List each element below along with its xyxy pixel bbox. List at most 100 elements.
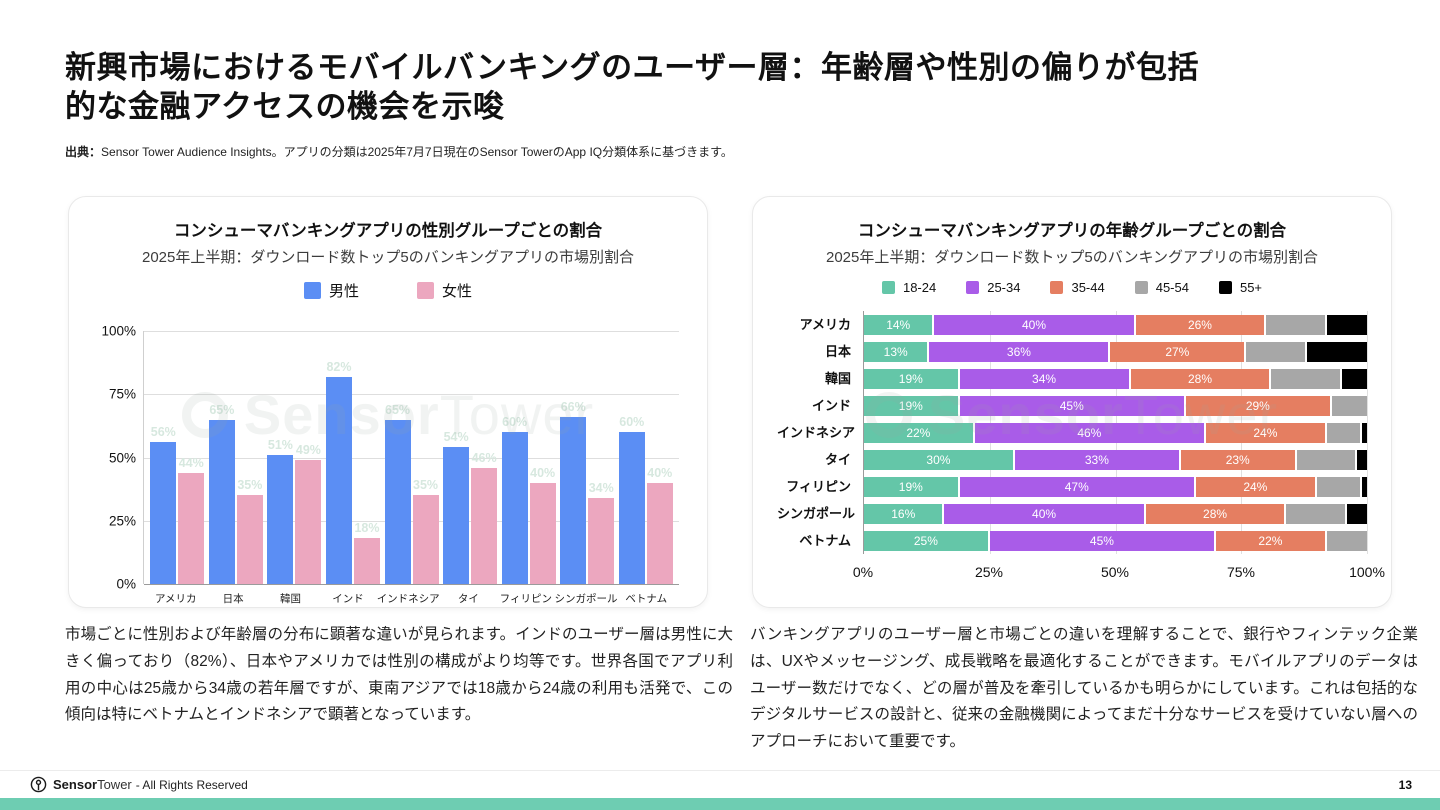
segment-value-label: 25% [913, 533, 938, 548]
footer-accent-bar [0, 798, 1440, 810]
segment-18-24: 13% [864, 341, 930, 362]
age-legend-swatch-icon [966, 281, 980, 294]
source-text: Sensor Tower Audience Insights。アプリの分類は20… [101, 145, 733, 159]
bar-group: 54% 46% [441, 331, 500, 584]
gender-chart-subtitle: 2025年上半期：ダウンロード数トップ5のバンキングアプリの市場別割合 [141, 249, 634, 266]
category-label: 日本 [824, 344, 851, 359]
male-bar: 60% [618, 415, 645, 584]
segment-value-label: 30% [926, 452, 951, 467]
stacked-bar-row: 30% 33% 23% [864, 446, 1367, 473]
stacked-bar-row: 19% 34% 28% [864, 365, 1367, 392]
female-bar: 34% [588, 481, 615, 584]
category-label: タイ [824, 452, 851, 467]
female-bar: 18% [353, 521, 380, 584]
x-axis-category-label: ベトナム [625, 593, 668, 605]
bar-group: 56% 44% [148, 331, 207, 584]
age-chart-plot: アメリカ 日本 韓国 インド インドネシア タイ フィリピン シンガポール ベトナム 14% 40… [777, 311, 1368, 554]
segment-value-label: 34% [1032, 371, 1057, 386]
age-chart-x-ticks: 0% 25% 50% 75% 100% [853, 564, 1385, 584]
y-axis-tick-label: 50% [108, 450, 136, 465]
gender-chart-card: SensorTower コンシューマバンキングアプリの性別グループごとの割合 2… [68, 196, 708, 608]
segment-35-44: 22% [1216, 530, 1327, 551]
gender-insight-text: 市場ごとに性別および年齢層の分布に顕著な違いが見られます。インドのユーザー層は男… [65, 626, 733, 724]
segment-55+ [1346, 503, 1367, 524]
bar-group: 66% 34% [558, 331, 617, 584]
age-chart-subtitle: 2025年上半期：ダウンロード数トップ5のバンキングアプリの市場別割合 [825, 249, 1318, 266]
age-chart-legend: 18-24 25-34 35-44 45-54 55+ [777, 280, 1367, 295]
segment-25-34: 34% [959, 368, 1131, 389]
segment-55+ [1356, 449, 1367, 470]
segment-value-label: 26% [1187, 317, 1212, 332]
bar-value-label: 40% [647, 465, 673, 480]
x-axis-tick-label: 0% [852, 564, 874, 580]
gender-legend-item: 女性 [417, 280, 472, 301]
stacked-bar: 30% 33% 23% [864, 449, 1367, 470]
segment-55+ [1361, 422, 1367, 443]
age-legend-swatch-icon [1218, 281, 1232, 294]
segment-18-24: 16% [864, 503, 945, 524]
segment-45-54 [1271, 368, 1342, 389]
segment-value-label: 13% [883, 344, 908, 359]
age-chart-axis: 0% 25% 50% 75% 100% [777, 564, 1385, 584]
segment-35-44: 27% [1110, 341, 1247, 362]
bar-value-label: 18% [354, 521, 380, 536]
segment-value-label: 46% [1077, 425, 1102, 440]
segment-18-24: 25% [864, 530, 990, 551]
bar-value-label: 35% [237, 478, 263, 493]
bars-row: 56% 44% 65% 35% 51% 49% 82% 18% 65% 35% 54% 46% 60% 4… [144, 331, 679, 584]
category-label: 韓国 [824, 371, 851, 386]
x-axis-category-label: フィリピン [499, 593, 552, 605]
segment-45-54 [1296, 449, 1357, 470]
segment-value-label: 16% [891, 506, 916, 521]
stacked-bar-row: 22% 46% 24% [864, 419, 1367, 446]
segment-25-34: 40% [934, 314, 1136, 335]
segment-45-54 [1331, 395, 1367, 416]
segment-45-54 [1266, 314, 1327, 335]
segment-25-34: 36% [929, 341, 1111, 362]
segment-18-24: 19% [864, 395, 960, 416]
male-bar: 82% [325, 360, 352, 584]
gridline [1367, 311, 1368, 554]
segment-18-24: 19% [864, 368, 960, 389]
male-bar: 65% [208, 403, 235, 584]
female-bar: 40% [529, 466, 556, 584]
gender-legend-swatch-icon [303, 282, 321, 299]
segment-35-44: 24% [1206, 422, 1327, 443]
stacked-bar-row: 14% 40% 26% [864, 311, 1367, 338]
segment-25-34: 45% [989, 530, 1217, 551]
male-bar: 66% [560, 400, 587, 584]
bar-group: 65% 35% [382, 331, 441, 584]
age-legend-item: 35-44 [1050, 280, 1105, 295]
gender-chart-title: コンシューマバンキングアプリの性別グループごとの割合 [173, 222, 603, 240]
stacked-bar-row: 19% 47% 24% [864, 473, 1367, 500]
y-axis-tick-label: 100% [101, 323, 136, 339]
segment-45-54 [1246, 341, 1307, 362]
category-label: インド [811, 398, 851, 413]
page-title: 新興市場におけるモバイルバンキングのユーザー層：年齢層や性別の偏りが包括 的な金… [65, 50, 1199, 125]
segment-45-54 [1326, 530, 1367, 551]
stacked-bar-row: 19% 45% 29% [864, 392, 1367, 419]
category-label: アメリカ [799, 317, 851, 332]
female-bar: 44% [178, 456, 205, 584]
bar-group: 82% 18% [324, 331, 383, 584]
bar-value-label: 65% [209, 402, 235, 417]
footer-rights: - All Rights Reserved [135, 777, 248, 792]
female-bar: 49% [295, 443, 322, 584]
segment-18-24: 30% [864, 449, 1015, 470]
segment-18-24: 19% [864, 476, 960, 497]
gender-chart-x-labels: アメリカ 日本 韓国 インド インドネシア タイ フィリピン シンガポール ベトナム [143, 591, 679, 606]
stacked-bar: 19% 47% 24% [864, 476, 1367, 497]
female-bar: 40% [646, 466, 673, 584]
gender-legend-item: 男性 [303, 280, 359, 301]
segment-35-44: 24% [1195, 476, 1317, 497]
bar-value-label: 34% [588, 480, 614, 495]
stacked-bar: 19% 34% 28% [864, 368, 1367, 389]
segment-value-label: 24% [1243, 479, 1268, 494]
segment-value-label: 19% [898, 398, 923, 413]
age-insight-text: バンキングアプリのユーザー層と市場ごとの違いを理解することで、銀行やフィンテック… [750, 626, 1419, 751]
stacked-bar-row: 16% 40% 28% [864, 500, 1367, 527]
footer-brand: SensorTower [30, 776, 132, 793]
segment-25-34: 33% [1014, 449, 1181, 470]
age-legend-label: 25-34 [987, 280, 1021, 295]
source-note: 出典：Sensor Tower Audience Insights。アプリの分類… [65, 143, 733, 160]
